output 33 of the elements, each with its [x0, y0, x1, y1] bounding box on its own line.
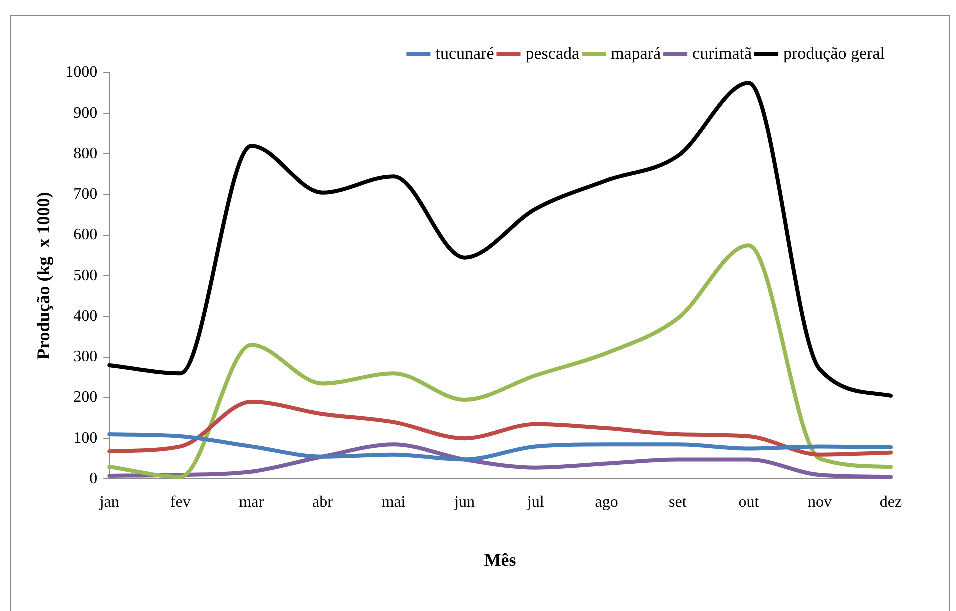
y-tick-label: 500	[74, 267, 98, 284]
line-series	[108, 400, 893, 457]
x-tick-label: mar	[239, 494, 265, 512]
line-series	[108, 432, 893, 462]
legend-label: produção geral	[784, 44, 886, 63]
y-tick-label: 0	[90, 470, 98, 488]
x-tick-label: jan	[98, 494, 120, 512]
x-tick-label: nov	[808, 494, 832, 512]
y-axis-title: Produção (kg x 1000)	[33, 192, 54, 360]
legend-label: tucunaré	[436, 44, 494, 63]
x-tick-label: dez	[880, 494, 902, 512]
y-tick-label: 900	[74, 104, 98, 122]
y-tick-label: 600	[74, 226, 98, 244]
x-tick-label: ago	[595, 494, 618, 512]
y-tick-label: 1000	[66, 64, 98, 82]
x-tick-label: set	[669, 494, 688, 512]
legend-label: pescada	[526, 44, 580, 63]
y-tick-label: 800	[74, 145, 98, 162]
legend-label: mapará	[611, 44, 662, 63]
y-tick-label: 100	[74, 430, 98, 447]
x-tick-label: fev	[170, 494, 191, 512]
line-series	[108, 81, 893, 398]
x-tick-label: jun	[454, 494, 476, 512]
x-axis-title: Mês	[484, 550, 516, 570]
legend-label: curimatã	[692, 44, 752, 63]
y-tick-label: 300	[74, 348, 98, 366]
y-tick-label: 700	[74, 186, 98, 204]
x-tick-label: jul	[526, 494, 545, 512]
x-tick-label: abr	[312, 494, 334, 512]
y-tick-label: 200	[74, 389, 98, 406]
y-tick-label: 400	[74, 308, 98, 325]
x-tick-label: mai	[382, 494, 406, 512]
x-tick-label: out	[738, 494, 760, 512]
